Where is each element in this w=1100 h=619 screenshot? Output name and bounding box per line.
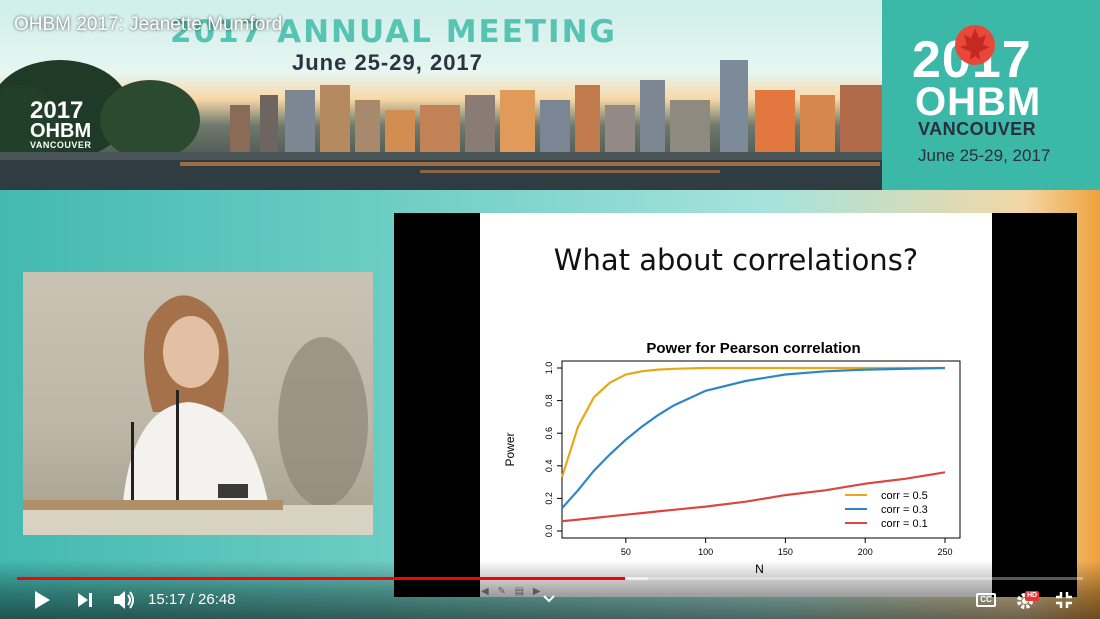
video-title[interactable]: OHBM 2017: Jeanette Mumford: [14, 14, 283, 35]
conference-banner: 2017 ANNUAL MEETING June 25-29, 2017 201…: [0, 0, 882, 190]
player-controls: 15:17 / 26:48 CC HD: [0, 560, 1100, 619]
plot-frame: [561, 360, 961, 539]
next-icon[interactable]: [76, 591, 94, 609]
x-tick-label: 100: [698, 547, 713, 557]
x-tick-label: 250: [937, 547, 952, 557]
exit-fullscreen-icon[interactable]: [1055, 591, 1073, 609]
x-tick-label: 200: [858, 547, 873, 557]
y-tick-label: 0.6: [544, 427, 554, 440]
brand-city: VANCOUVER: [918, 119, 1037, 139]
progress-bar[interactable]: [17, 577, 1083, 580]
chevron-down-icon[interactable]: [543, 594, 555, 604]
legend-label: corr = 0.3: [881, 504, 928, 516]
y-tick-label: 1.0: [544, 362, 554, 375]
maple-leaf-icon: [955, 25, 995, 65]
city-skyline: [0, 60, 882, 190]
hd-badge: HD: [1025, 591, 1040, 601]
slide-heading: What about correlations?: [553, 243, 919, 277]
progress-fill: [17, 577, 625, 580]
slide-video-area[interactable]: What about correlations? Power for Pears…: [394, 213, 1077, 597]
y-tick-label: 0.0: [544, 525, 554, 538]
small-logo-org: OHBM: [30, 120, 92, 142]
banner-dates: June 25-29, 2017: [292, 50, 483, 75]
small-logo-year: 2017: [30, 97, 84, 124]
small-logo-city: VANCOUVER: [30, 140, 92, 150]
presentation-slide: What about correlations? Power for Pears…: [480, 213, 992, 597]
brand-org: OHBM: [915, 80, 1042, 124]
legend-label: corr = 0.5: [881, 490, 928, 502]
power-chart: Power for Pearson correlation 50 100 150 200…: [503, 340, 961, 576]
series-line-2: [561, 366, 946, 509]
speaker-video-inset: [23, 272, 373, 535]
banner-title: 2017 ANNUAL MEETING: [170, 14, 617, 50]
x-tick-label: 150: [778, 547, 793, 557]
play-icon[interactable]: [33, 590, 51, 610]
legend-label: corr = 0.1: [881, 518, 928, 530]
y-tick-label: 0.8: [544, 394, 554, 407]
series-line-3: [561, 471, 946, 523]
volume-icon[interactable]: [112, 589, 136, 611]
y-tick-label: 0.4: [544, 460, 554, 473]
cc-icon[interactable]: CC: [976, 593, 996, 607]
time-display: 15:17 / 26:48: [148, 591, 236, 608]
ohbm-brand-panel: 2017 OHBM VANCOUVER June 25-29, 2017: [882, 0, 1100, 190]
x-tick-label: 50: [621, 547, 631, 557]
speaker-figure: [23, 295, 373, 535]
y-tick-label: 0.2: [544, 492, 554, 505]
brand-dates: June 25-29, 2017: [918, 146, 1051, 165]
series-line-1: [560, 366, 945, 478]
chart-title: Power for Pearson correlation: [646, 340, 860, 357]
y-axis-label: Power: [503, 432, 517, 466]
small-ohbm-logo: 2017 OHBM VANCOUVER: [30, 97, 92, 151]
